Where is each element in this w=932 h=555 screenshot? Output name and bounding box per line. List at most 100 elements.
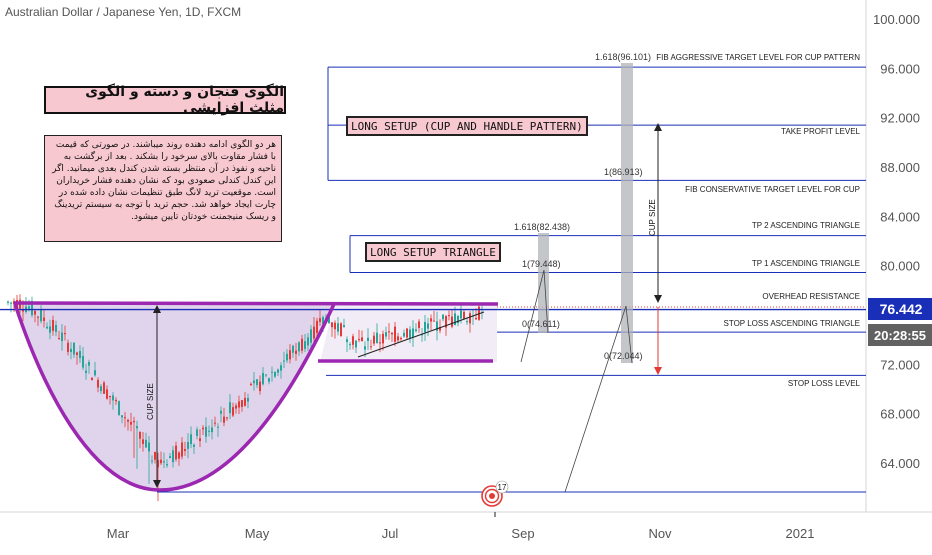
candle-body bbox=[445, 316, 447, 328]
event-flag-icon[interactable]: 17 bbox=[481, 480, 509, 507]
candle-body bbox=[274, 372, 276, 377]
candle-body bbox=[130, 421, 132, 425]
candle-body bbox=[97, 379, 99, 388]
long-setup-cup-box: LONG SETUP (CUP AND HANDLE PATTERN) bbox=[346, 116, 588, 136]
candle-body bbox=[55, 325, 57, 332]
long-setup-triangle-box: LONG SETUP TRIANGLE bbox=[365, 242, 501, 262]
candle-body bbox=[403, 332, 405, 337]
candle-body bbox=[346, 339, 348, 343]
candle-body bbox=[10, 302, 12, 304]
candle-body bbox=[430, 318, 432, 322]
candle-body bbox=[235, 405, 237, 409]
candle-body bbox=[79, 351, 81, 359]
x-tick-label: 2021 bbox=[786, 526, 815, 541]
level-label-take-profit: TAKE PROFIT LEVEL bbox=[781, 127, 860, 136]
candle-body bbox=[244, 397, 246, 406]
fib-bar-cup bbox=[621, 63, 633, 363]
y-tick-label: 96.000 bbox=[880, 61, 920, 76]
candle-body bbox=[70, 348, 72, 352]
candle-body bbox=[337, 323, 339, 332]
candle-body bbox=[250, 383, 252, 386]
candle-body bbox=[439, 326, 441, 331]
x-tick-label: Mar bbox=[107, 526, 130, 541]
candle-body bbox=[283, 360, 285, 362]
candle-body bbox=[301, 338, 303, 351]
handle-fill bbox=[320, 304, 497, 362]
cup-size-arrowhead-bottom-right bbox=[654, 295, 662, 303]
persian-note-box: هر دو الگوی ادامه دهنده روند میباشند. در… bbox=[44, 135, 282, 242]
candle-body bbox=[313, 326, 315, 339]
y-tick-label: 64.000 bbox=[880, 456, 920, 471]
candle-body bbox=[364, 346, 366, 350]
candle-body bbox=[43, 317, 45, 322]
symbol-title[interactable]: Australian Dollar / Japanese Yen, 1D, FX… bbox=[5, 5, 241, 19]
candle-body bbox=[418, 321, 420, 329]
candle-body bbox=[199, 438, 201, 442]
candle-body bbox=[373, 335, 375, 344]
candle-body bbox=[196, 429, 198, 436]
candle-body bbox=[466, 321, 468, 323]
candle-body bbox=[277, 369, 279, 373]
cup-size-label-right: CUP SIZE bbox=[648, 199, 657, 236]
candle-body bbox=[133, 420, 135, 423]
candle-body bbox=[475, 318, 477, 320]
x-tick-label: May bbox=[245, 526, 270, 541]
candle-body bbox=[82, 356, 84, 368]
candle-body bbox=[394, 326, 396, 342]
countdown-badge: 20:28:55 bbox=[868, 324, 932, 346]
candle-body bbox=[91, 377, 93, 381]
candle-body bbox=[226, 417, 228, 419]
event-flag-count: 17 bbox=[498, 483, 507, 492]
candle-body bbox=[391, 332, 393, 335]
candle-body bbox=[175, 445, 177, 460]
candle-body bbox=[331, 322, 333, 328]
candle-body bbox=[328, 316, 330, 324]
candle-body bbox=[310, 329, 312, 343]
candle-body bbox=[361, 337, 363, 342]
x-axis-ticks[interactable]: Mar May Jul Sep Nov 2021 bbox=[107, 526, 815, 541]
candle-body bbox=[340, 323, 342, 337]
candle-body bbox=[388, 331, 390, 333]
x-tick-label: Sep bbox=[511, 526, 534, 541]
candle-body bbox=[385, 332, 387, 337]
candle-body bbox=[109, 395, 111, 397]
candle-body bbox=[217, 426, 219, 428]
candle-body bbox=[118, 401, 120, 416]
last-price-badge[interactable]: 76.442 bbox=[868, 298, 932, 320]
candle-body bbox=[37, 316, 39, 318]
candle-body bbox=[343, 325, 345, 328]
candle-body bbox=[58, 338, 60, 340]
candle-body bbox=[379, 342, 381, 344]
cup-fill bbox=[15, 304, 334, 490]
candle-body bbox=[289, 350, 291, 360]
cup-curve bbox=[13, 303, 336, 492]
candle-body bbox=[190, 434, 192, 445]
candle-body bbox=[463, 311, 465, 319]
candle-body bbox=[454, 313, 456, 326]
candle-body bbox=[178, 452, 180, 459]
candle-body bbox=[112, 395, 114, 401]
candle-body bbox=[304, 341, 306, 349]
candle-body bbox=[172, 450, 174, 463]
candle-body bbox=[319, 318, 321, 322]
level-label-overhead: OVERHEAD RESISTANCE bbox=[762, 292, 860, 301]
candles bbox=[7, 294, 483, 502]
candle-body bbox=[139, 431, 141, 439]
candle-body bbox=[406, 328, 408, 338]
candle-body bbox=[295, 350, 297, 354]
candle-body bbox=[31, 301, 33, 316]
candle-body bbox=[415, 329, 417, 332]
candle-body bbox=[214, 422, 216, 424]
candle-body bbox=[421, 334, 423, 336]
candle-body bbox=[94, 370, 96, 376]
candle-body bbox=[100, 386, 102, 392]
y-axis-ticks[interactable]: 100.000 96.000 92.000 88.000 84.000 80.000 72.… bbox=[873, 12, 920, 471]
candle-body bbox=[148, 442, 150, 452]
cup-size-arrowhead-top-left bbox=[153, 305, 161, 313]
candle-body bbox=[268, 378, 270, 382]
candle-body bbox=[259, 381, 261, 392]
candle-body bbox=[382, 333, 384, 344]
candle-body bbox=[400, 337, 402, 340]
y-tick-label: 92.000 bbox=[880, 111, 920, 126]
